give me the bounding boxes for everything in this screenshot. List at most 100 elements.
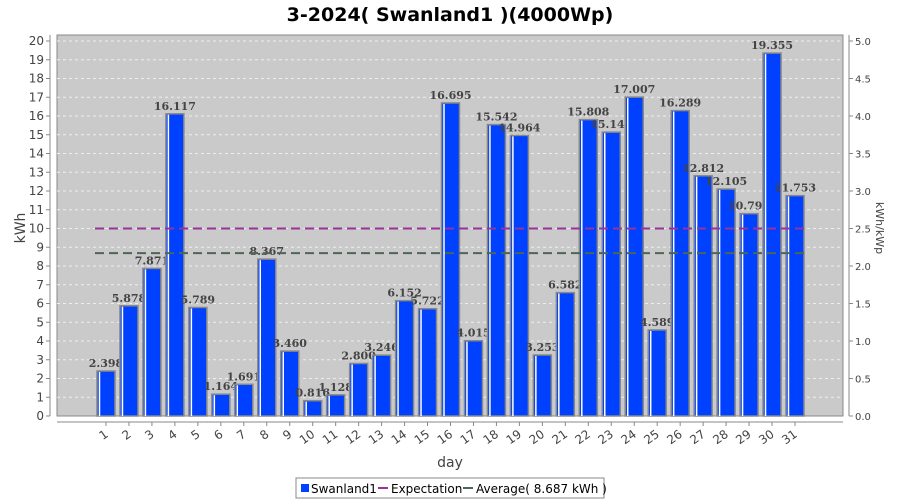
bar [234,383,254,417]
data-label: 17.007 [613,83,655,96]
legend-label-average: Average( 8.687 kWh ) [476,482,607,496]
data-label: 8.367 [250,245,284,258]
data-label: 10.792 [728,200,770,213]
x-tick-label: 23 [595,427,616,447]
data-label: 2.800 [341,350,376,363]
bar [142,267,162,417]
y-tick-label: 10 [29,222,44,236]
bar [119,305,139,417]
bar [555,291,576,417]
x-tick-label: 11 [320,427,341,447]
data-label: 11.753 [774,182,816,195]
y2-tick-label: 1.5 [855,300,871,311]
x-tick-label: 16 [435,427,456,447]
legend-label-expectation: Expectation [391,482,462,496]
bar [739,212,759,417]
x-tick-label: 14 [389,427,410,447]
bar [624,96,644,417]
bar [348,362,369,417]
y-tick-label: 8 [36,259,44,273]
y2-tick-label: 2.5 [855,225,871,236]
data-label: 6.582 [548,279,582,292]
y2-tick-label: 1.0 [855,337,871,348]
x-tick-label: 12 [343,427,364,447]
y-tick-label: 2 [36,372,44,386]
data-label: 16.289 [659,97,701,110]
x-tick-label: 13 [366,427,387,447]
data-label: 1.128 [318,381,353,394]
bar [578,118,599,417]
y-tick-label: 11 [29,203,44,217]
y-tick-label: 9 [36,240,44,254]
y-axis-label: kWh [13,213,29,244]
data-label: 6.152 [387,287,421,300]
data-label: 15.808 [567,106,609,119]
legend-swatch-swanland1 [301,484,309,492]
x-tick-label: 30 [756,427,777,447]
bar [211,393,231,417]
bar [257,258,277,417]
bar [302,399,323,417]
bar [785,194,805,417]
data-label: 4.589 [640,316,674,329]
x-tick-label: 8 [257,427,271,443]
y-tick-label: 0 [36,409,44,423]
bar [486,123,507,417]
bar [165,113,185,417]
y-tick-label: 15 [29,128,44,142]
bar [647,329,667,417]
data-label: 15.140 [590,118,632,131]
y-tick-label: 7 [36,278,44,292]
bar [394,299,415,417]
y-tick-label: 17 [29,90,44,104]
data-label: 1.691 [227,370,261,383]
x-tick-label: 20 [527,427,548,447]
y-tick-label: 18 [29,72,44,86]
y-tick-label: 4 [36,334,44,348]
data-label: 5.789 [181,293,215,306]
x-tick-label: 17 [458,427,479,447]
y-tick-label: 19 [29,53,44,67]
x-tick-label: 27 [687,427,708,447]
data-label: 12.105 [705,175,747,188]
x-tick-label: 7 [234,427,248,443]
x-tick-label: 19 [504,427,525,447]
data-label: 16.695 [429,89,471,102]
y2-tick-label: 4.5 [855,75,871,86]
bar [96,370,116,417]
bar [693,175,713,417]
bar [440,102,461,417]
data-label: 3.460 [273,337,308,350]
y-tick-label: 3 [36,353,44,367]
y-tick-label: 20 [29,34,44,48]
bar [509,134,530,417]
y2-tick-label: 5.0 [855,37,871,48]
y-tick-label: 13 [29,165,44,179]
data-label: 7.871 [135,254,169,267]
y-tick-label: 6 [36,297,44,311]
x-tick-label: 18 [481,427,502,447]
legend: Swanland1 Expectation Average( 8.687 kWh ) [295,477,607,499]
chart-title: 3-2024( Swanland1 )(4000Wp) [287,4,614,26]
x-tick-label: 1 [96,427,110,443]
bar [279,350,300,417]
y2-tick-label: 0.5 [855,375,871,386]
x-tick-label: 9 [280,427,294,443]
data-label: 2.398 [89,357,124,370]
y-tick-label: 12 [29,184,44,198]
data-label: 19.355 [751,39,793,52]
legend-label-swanland1: Swanland1 [311,482,377,496]
data-label: 14.964 [498,121,540,134]
y2-tick-label: 0.0 [855,412,871,423]
data-label: 5.722 [410,295,444,308]
y2-tick-label: 2.0 [855,262,871,273]
x-tick-label: 21 [550,427,571,447]
bar [532,354,553,417]
bar [762,52,782,417]
x-axis-label: day [437,455,463,471]
y-tick-label: 14 [29,147,44,161]
x-tick-label: 28 [710,427,731,447]
y-tick-label: 16 [29,109,44,123]
bar [417,307,438,417]
